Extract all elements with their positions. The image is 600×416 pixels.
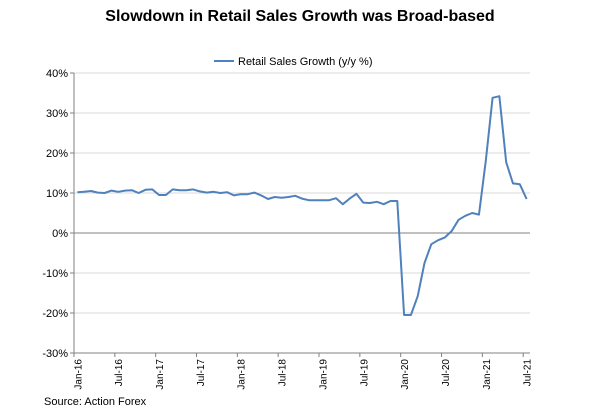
y-tick-label: 40% (46, 68, 68, 80)
legend-label: Retail Sales Growth (y/y %) (238, 56, 372, 68)
y-axis-ticks: 40% 30% 20% 10% 0% -10% -20% -30% (42, 68, 74, 360)
x-tick-label: Jan-21 (482, 359, 493, 390)
x-tick-label: Jul-16 (114, 359, 125, 387)
x-axis-ticks: Jan-16 Jul-16 Jan-17 Jul-17 Jan-18 Jul-18 Jan-… (73, 352, 534, 390)
x-tick-label: Jan-20 (400, 359, 411, 390)
x-tick-label: Jan-18 (237, 359, 248, 390)
y-tick-label: 10% (46, 188, 68, 200)
source-note: Source: Action Forex (44, 396, 147, 408)
x-tick-label: Jul-18 (278, 359, 289, 387)
x-tick-label: Jul-19 (359, 359, 370, 387)
y-tick-label: 0% (52, 228, 68, 240)
y-tick-label: -10% (42, 268, 68, 280)
chart-title: Slowdown in Retail Sales Growth was Broa… (105, 8, 495, 25)
x-tick-label: Jul-21 (523, 359, 534, 387)
legend: Retail Sales Growth (y/y %) (214, 56, 372, 68)
x-tick-label: Jan-19 (318, 359, 329, 390)
x-tick-label: Jul-17 (196, 359, 207, 387)
x-tick-label: Jan-17 (155, 359, 166, 390)
gridlines (74, 72, 530, 354)
x-tick-label: Jan-16 (73, 359, 84, 390)
y-tick-label: 20% (46, 148, 68, 160)
y-tick-label: -30% (42, 348, 68, 360)
series-line-retail-sales-growth (77, 95, 528, 316)
x-tick-label: Jul-20 (441, 359, 452, 387)
y-tick-label: 30% (46, 108, 68, 120)
y-tick-label: -20% (42, 308, 68, 320)
